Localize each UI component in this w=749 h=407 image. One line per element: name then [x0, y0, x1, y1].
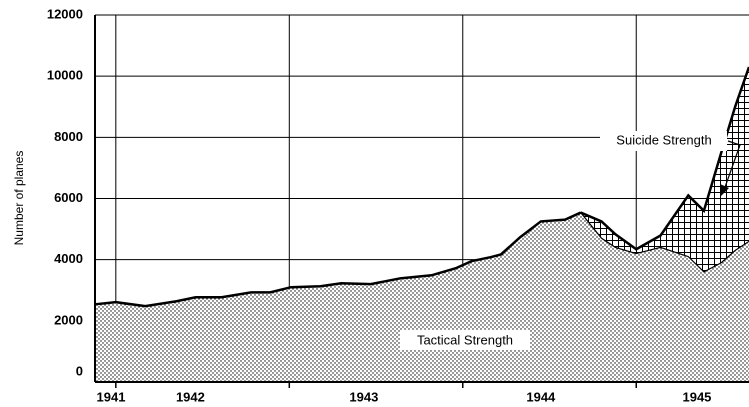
- y-tick-label: 6000: [54, 190, 83, 205]
- arrow-head: [720, 184, 729, 196]
- total-line: [94, 211, 582, 308]
- series-label: Tactical Strength: [417, 332, 513, 347]
- y-axis-label: Number of planes: [12, 151, 26, 246]
- x-tick-label: 1945: [682, 389, 711, 404]
- y-tick-label: 4000: [54, 251, 83, 266]
- label-bg: [400, 330, 530, 350]
- x-tick-label: 1941: [97, 389, 126, 404]
- tactical-area: [95, 212, 749, 382]
- x-tick-label: 1942: [176, 389, 205, 404]
- series-label: Suicide Strength: [616, 132, 711, 147]
- y-tick-label: 8000: [54, 129, 83, 144]
- x-tick-label: 1943: [349, 389, 378, 404]
- suicide-area: [580, 66, 749, 272]
- y-tick-label: 2000: [54, 312, 83, 327]
- label-bg: [600, 131, 727, 151]
- x-tick-label: 1944: [526, 389, 556, 404]
- suicide-top-line: [580, 66, 749, 251]
- annotation-arrow: [723, 140, 741, 191]
- y-tick-label: 10000: [47, 68, 83, 83]
- y-tick-label: 12000: [47, 6, 83, 21]
- y-tick-label: 0: [76, 363, 83, 378]
